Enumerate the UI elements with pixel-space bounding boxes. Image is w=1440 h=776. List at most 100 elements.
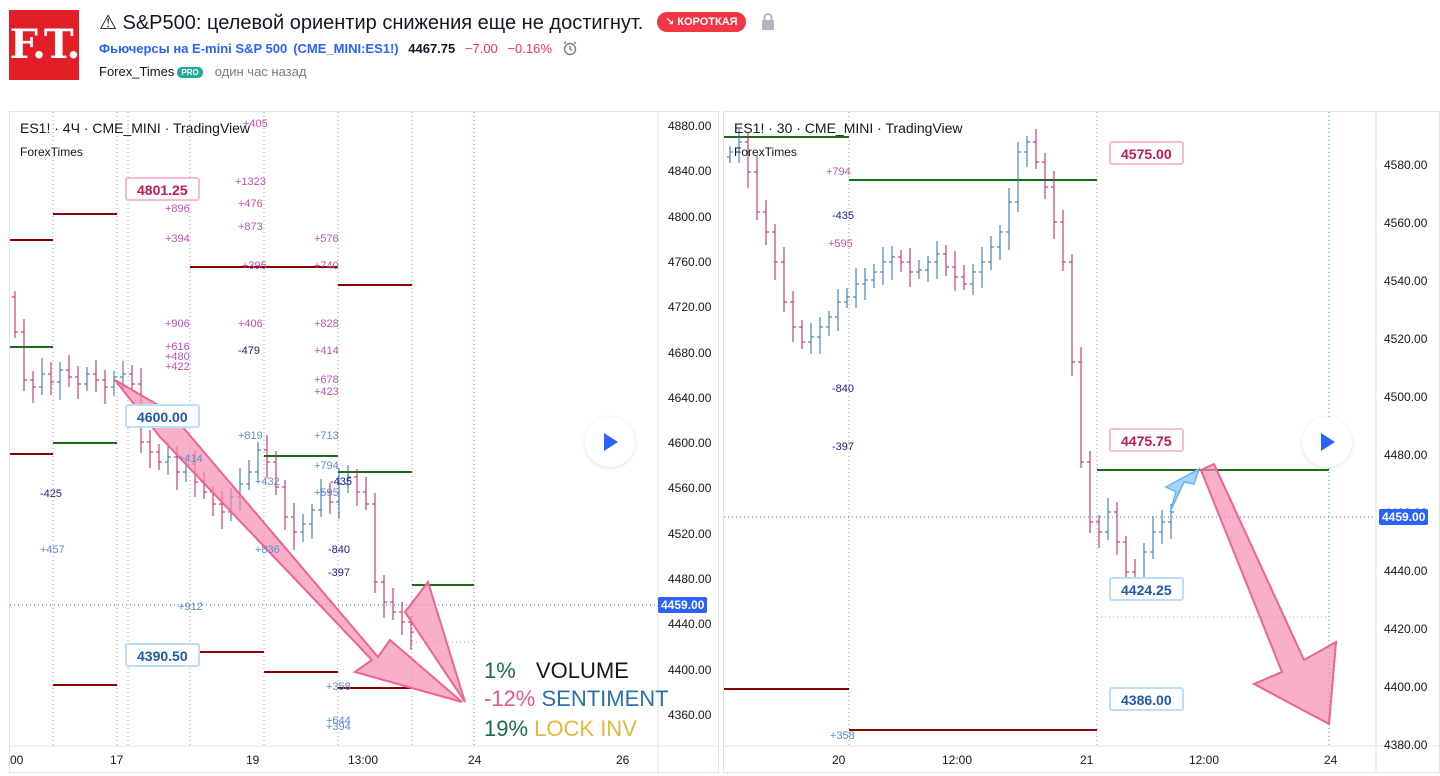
time-axis-label: 21 xyxy=(1080,753,1094,767)
volume-label: +896 xyxy=(165,203,190,215)
time-axis-label: 17 xyxy=(110,753,124,767)
volume-label: +576 xyxy=(314,233,339,245)
chart-30m-sublegend: ForexTimes xyxy=(734,145,797,159)
volume-label: +480 xyxy=(165,351,190,363)
chart-30m-canvas[interactable] xyxy=(724,112,1440,773)
volume-label: -840 xyxy=(328,544,351,556)
price-axis-label: 4680.00 xyxy=(668,345,712,360)
time-axis-label: 12:00 xyxy=(942,753,973,767)
volume-label: -435 xyxy=(832,210,855,222)
price-axis-label: 4880.00 xyxy=(668,119,712,133)
publish-time: один час назад xyxy=(214,64,307,79)
price-axis-label: 4840.00 xyxy=(668,164,712,179)
price-axis-label: 4480.00 xyxy=(668,572,712,586)
chart-30m-legend: ES1! · 30 · CME_MINI · TradingView xyxy=(734,120,963,136)
chart-4h-legend: ES1! · 4Ч · CME_MINI · TradingView xyxy=(20,120,251,136)
alarm-clock-icon[interactable] xyxy=(562,40,578,56)
time-gridlines xyxy=(848,112,1330,746)
price-callout-4475[interactable]: 4475.75 xyxy=(1109,428,1184,452)
volume-label: +423 xyxy=(314,386,339,398)
price-axis-label: 4380.00 xyxy=(1384,738,1428,752)
volume-label: +836 xyxy=(255,544,280,556)
price-callout-4424[interactable]: 4424.25 xyxy=(1109,577,1184,601)
play-button[interactable] xyxy=(1302,417,1352,467)
volume-label: +595 xyxy=(828,238,853,250)
volume-label: -840 xyxy=(832,383,855,395)
volume-label: -397 xyxy=(832,441,855,453)
stat-sentiment-label: SENTIMENT xyxy=(541,686,669,711)
price-axis-label: 4580.00 xyxy=(1384,158,1428,172)
volume-label: +394 xyxy=(326,721,351,733)
volume-label: +394 xyxy=(165,233,190,245)
volume-label: +1323 xyxy=(235,176,266,188)
volume-label: -397 xyxy=(328,567,351,579)
stat-lock-inv-label: LOCK INV xyxy=(534,716,637,741)
price-callout-4390[interactable]: 4390.50 xyxy=(125,643,200,667)
time-axis-label: 20 xyxy=(832,753,846,767)
price-axis-label: 4500.00 xyxy=(1384,390,1428,404)
bullish-arrow xyxy=(1164,467,1201,513)
candles[interactable] xyxy=(727,129,1174,597)
author-logo[interactable]: F.T. xyxy=(9,10,80,80)
play-button[interactable] xyxy=(585,417,635,467)
price-change: −7.00 xyxy=(464,41,498,56)
price-axis-border xyxy=(724,112,1439,772)
volume-label: -435 xyxy=(330,476,353,488)
symbol-code-link[interactable]: (CME_MINI:ES1!) xyxy=(293,41,399,56)
volume-label: -479 xyxy=(238,345,261,357)
price-axis-label: 4520.00 xyxy=(1384,332,1428,346)
chart-4h-sublegend: ForexTimes xyxy=(20,145,83,159)
chart-4h[interactable]: ES1! · 4Ч · CME_MINI · TradingView Forex… xyxy=(9,111,719,773)
price-callout-4600[interactable]: 4600.00 xyxy=(125,404,200,428)
idea-title: ⚠ S&P500: целевой ориентир снижения еще … xyxy=(99,12,644,34)
volume-label: +713 xyxy=(314,430,339,442)
volume-label: +422 xyxy=(165,361,190,373)
chart-30m[interactable]: ES1! · 30 · CME_MINI · TradingView Forex… xyxy=(723,111,1440,773)
play-icon xyxy=(604,433,618,451)
time-axis-label: 12:00 xyxy=(1189,753,1220,767)
volume-label: +358 xyxy=(326,681,351,693)
chart-4h-canvas[interactable] xyxy=(10,112,719,773)
price-axis-label: 4400.00 xyxy=(668,662,712,677)
symbol-name-link[interactable]: Фьючерсы на E-mini S&P 500 xyxy=(99,41,288,56)
price-change-percent: −0.16% xyxy=(507,41,552,56)
price-axis-label: 4760.00 xyxy=(668,254,712,269)
current-price-tag: 4459.00 xyxy=(1379,509,1429,525)
stat-sentiment: -12% SENTIMENT xyxy=(484,686,669,712)
volume-label: +616 xyxy=(165,341,190,353)
time-axis-label: 26 xyxy=(616,753,630,767)
time-axis-label: 24 xyxy=(468,753,482,767)
price-axis-label: 4520.00 xyxy=(668,526,712,541)
volume-label: +432 xyxy=(255,476,280,488)
bearish-arrow-head xyxy=(403,579,466,703)
volume-label: +414 xyxy=(178,453,203,465)
pro-badge: PRO xyxy=(177,67,203,79)
price-axis-label: 4540.00 xyxy=(1384,274,1428,288)
play-icon xyxy=(1321,433,1335,451)
stat-lock-inv: 19% LOCK INV xyxy=(484,716,637,742)
price-callout-4386[interactable]: 4386.00 xyxy=(1109,687,1184,711)
candles[interactable] xyxy=(12,291,414,650)
price-axis-label: 4600.00 xyxy=(668,436,712,451)
level-lines[interactable] xyxy=(10,213,474,689)
price-axis-label: 4480.00 xyxy=(1384,448,1428,462)
author-row: Forex_Times PRO один час назад xyxy=(99,64,306,82)
price-axis-label: 4560.00 xyxy=(1384,216,1428,230)
last-price: 4467.75 xyxy=(408,41,456,56)
price-callout-4801[interactable]: 4801.25 xyxy=(125,177,200,201)
time-axis-label: 24 xyxy=(1324,753,1338,767)
stat-sentiment-pct: -12% xyxy=(484,686,536,711)
stat-volume-pct: 1% xyxy=(484,658,516,683)
price-callout-4575[interactable]: 4575.00 xyxy=(1109,141,1184,165)
volume-label: +819 xyxy=(238,430,263,442)
level-lines[interactable] xyxy=(724,136,1329,731)
bearish-arrow xyxy=(114,379,463,703)
volume-label: +794 xyxy=(314,460,339,472)
volume-label: -425 xyxy=(40,488,63,500)
price-axis-label: 4800.00 xyxy=(668,209,712,224)
price-axis-label: 4440.00 xyxy=(1384,564,1428,578)
volume-label: +406 xyxy=(238,318,263,330)
author-name[interactable]: Forex_Times xyxy=(99,64,175,79)
time-axis-label: 19 xyxy=(246,753,260,767)
price-axis-label: 4440.00 xyxy=(668,617,712,632)
